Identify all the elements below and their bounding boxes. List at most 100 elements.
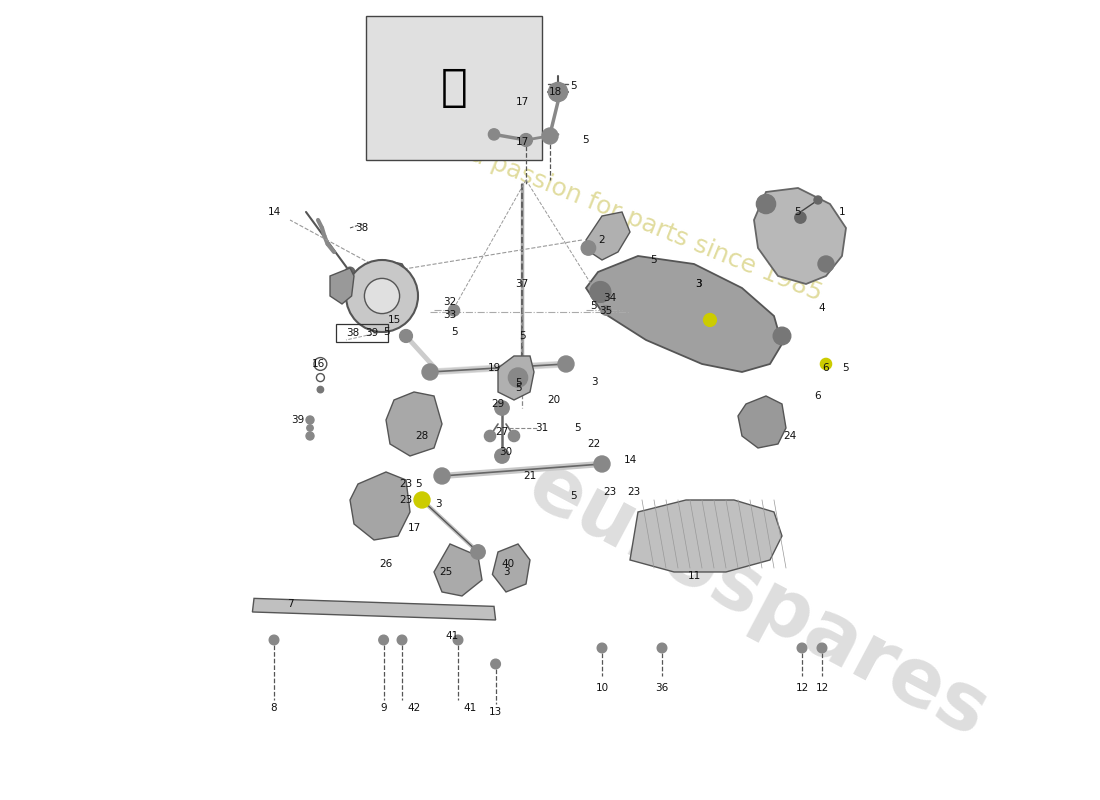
Circle shape (397, 635, 407, 645)
Circle shape (317, 386, 323, 393)
Text: 8: 8 (271, 703, 277, 713)
Circle shape (495, 401, 509, 415)
Circle shape (773, 327, 791, 345)
Circle shape (818, 256, 834, 272)
Polygon shape (386, 392, 442, 456)
Text: 41: 41 (463, 703, 476, 713)
Polygon shape (586, 256, 782, 372)
Text: 5: 5 (571, 491, 578, 501)
Polygon shape (434, 544, 482, 596)
Text: 7: 7 (287, 599, 294, 609)
Circle shape (757, 194, 776, 214)
Circle shape (345, 267, 355, 277)
Text: 5: 5 (383, 327, 389, 337)
Circle shape (306, 432, 313, 440)
Text: 33: 33 (443, 310, 456, 320)
Polygon shape (252, 598, 496, 620)
Circle shape (597, 643, 607, 653)
Text: 5: 5 (574, 423, 581, 433)
Circle shape (817, 643, 827, 653)
Circle shape (346, 260, 418, 332)
Text: 3: 3 (503, 567, 509, 577)
Circle shape (558, 356, 574, 372)
Text: 22: 22 (587, 439, 601, 449)
Text: 32: 32 (443, 298, 456, 307)
Polygon shape (498, 356, 534, 400)
Polygon shape (330, 268, 354, 304)
Bar (366, 16, 542, 160)
Circle shape (814, 196, 822, 204)
Text: 5: 5 (591, 302, 597, 311)
Text: 17: 17 (516, 98, 529, 107)
Text: 19: 19 (487, 363, 500, 373)
Text: 23: 23 (604, 487, 617, 497)
Circle shape (657, 643, 667, 653)
Text: 5: 5 (415, 479, 421, 489)
Text: 3: 3 (591, 377, 597, 386)
Text: 3: 3 (695, 279, 702, 289)
Text: 36: 36 (656, 683, 669, 693)
Circle shape (399, 330, 412, 342)
Circle shape (471, 545, 485, 559)
Circle shape (378, 635, 388, 645)
Text: 14: 14 (267, 207, 280, 217)
Text: 5: 5 (571, 82, 578, 91)
Text: 41: 41 (446, 631, 459, 641)
Circle shape (434, 468, 450, 484)
Text: 39: 39 (365, 328, 378, 338)
Circle shape (594, 456, 610, 472)
Circle shape (422, 364, 438, 380)
Circle shape (491, 659, 501, 669)
Circle shape (519, 134, 532, 146)
Circle shape (453, 635, 463, 645)
Text: 24: 24 (783, 431, 796, 441)
Circle shape (704, 314, 716, 326)
Text: 5: 5 (651, 255, 658, 265)
Text: 10: 10 (595, 683, 608, 693)
Text: 14: 14 (624, 455, 637, 465)
Circle shape (549, 82, 568, 102)
Text: eurospares: eurospares (515, 446, 1001, 754)
Text: 1: 1 (838, 207, 845, 217)
Text: 15: 15 (387, 315, 400, 325)
Circle shape (270, 635, 278, 645)
Circle shape (307, 425, 314, 431)
Text: 30: 30 (499, 447, 513, 457)
Text: 17: 17 (407, 523, 420, 533)
Text: 5: 5 (843, 363, 849, 373)
Circle shape (542, 128, 558, 144)
Text: 5: 5 (515, 378, 521, 388)
Text: 38: 38 (355, 223, 368, 233)
Text: 34: 34 (604, 294, 617, 303)
Text: 5: 5 (794, 207, 801, 217)
Polygon shape (630, 500, 782, 572)
Text: 5: 5 (519, 331, 526, 341)
Text: 2: 2 (598, 235, 605, 245)
Text: 17: 17 (516, 138, 529, 147)
Circle shape (798, 643, 806, 653)
Circle shape (306, 416, 313, 424)
Text: 13: 13 (490, 707, 503, 717)
Text: 11: 11 (688, 571, 701, 581)
Bar (336, 324, 387, 342)
Text: 28: 28 (416, 431, 429, 441)
Polygon shape (738, 396, 786, 448)
Polygon shape (754, 188, 846, 284)
Text: 3: 3 (434, 499, 441, 509)
Text: 31: 31 (536, 423, 549, 433)
Circle shape (508, 368, 528, 387)
Text: 40: 40 (502, 559, 515, 569)
Text: 🚗: 🚗 (441, 66, 468, 110)
Text: 35: 35 (600, 306, 613, 316)
Circle shape (495, 449, 509, 463)
Circle shape (821, 358, 832, 370)
Circle shape (488, 129, 499, 140)
Circle shape (508, 430, 519, 442)
Text: 38: 38 (345, 328, 359, 338)
Circle shape (449, 305, 460, 316)
Text: 5: 5 (515, 383, 521, 393)
Text: 29: 29 (492, 399, 505, 409)
Text: 5: 5 (582, 135, 588, 145)
Text: 5: 5 (451, 327, 458, 337)
Circle shape (602, 306, 610, 315)
